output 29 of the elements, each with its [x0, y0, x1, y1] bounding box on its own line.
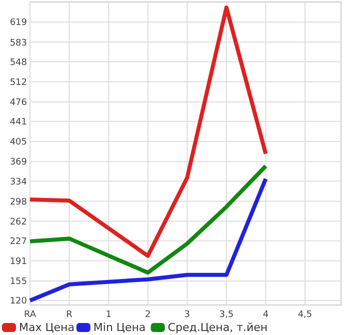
legend-label: Min Цена — [93, 321, 146, 334]
x-tick-label: 4,5 — [298, 310, 312, 320]
line-series — [28, 176, 268, 303]
x-tick-label: 4 — [262, 310, 269, 320]
y-tick-label: 619 — [10, 18, 28, 28]
x-tick-label: 3 — [184, 310, 190, 320]
y-tick-label: 512 — [10, 78, 27, 88]
y-tick-label: 227 — [10, 236, 27, 247]
y-tick-label: 191 — [10, 257, 27, 268]
y-tick-label: 120 — [10, 296, 28, 307]
x-tick-label: RA — [24, 310, 37, 320]
y-tick-label: 548 — [10, 58, 28, 68]
y-tick-label: 298 — [10, 197, 28, 208]
y-tick-label: 441 — [10, 118, 27, 128]
y-tick-label: 583 — [10, 38, 27, 48]
legend-label: Сред.Цена, т.йен — [168, 321, 268, 334]
x-tick-label: 2 — [144, 310, 151, 320]
y-tick-label: 262 — [10, 217, 27, 228]
x-tick-label: R — [66, 310, 72, 320]
legend-label: Max Цена — [19, 321, 74, 334]
x-tick-label: 1 — [106, 310, 112, 320]
y-tick-label: 405 — [10, 138, 27, 148]
x-tick-label: 3,5 — [219, 310, 234, 320]
y-tick-label: 155 — [10, 277, 27, 288]
y-tick-label: 334 — [10, 177, 28, 188]
line-series — [28, 6, 268, 258]
y-tick-label: 369 — [10, 158, 28, 168]
y-tick-label: 476 — [10, 98, 28, 108]
line-series — [28, 164, 268, 275]
